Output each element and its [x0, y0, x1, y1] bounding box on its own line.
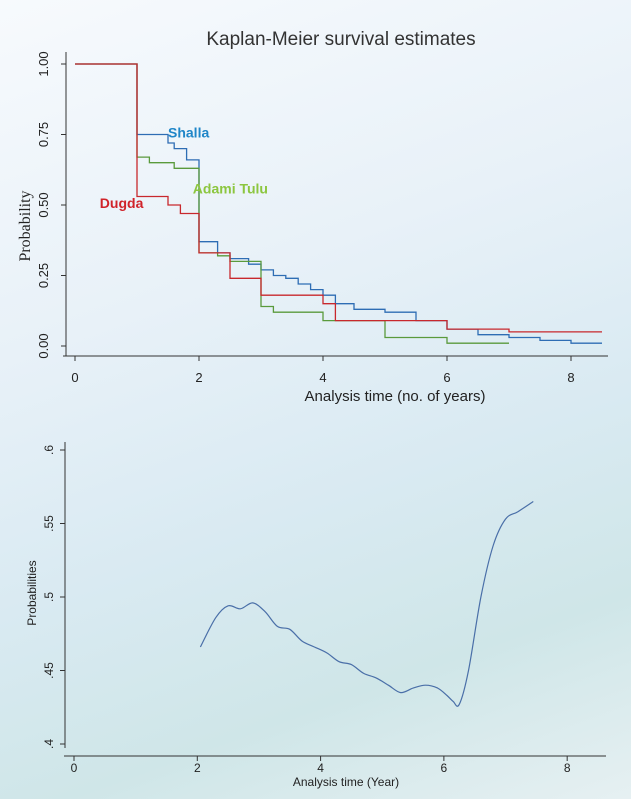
x-tick-label: 6	[441, 761, 448, 775]
x-tick-label: 8	[564, 761, 571, 775]
chart-title: Kaplan-Meier survival estimates	[206, 29, 475, 50]
x-tick-label: 2	[194, 761, 201, 775]
y-tick-label: 0.25	[36, 263, 51, 288]
series-label-shalla: Shalla	[168, 124, 209, 140]
series-label-adami-tulu: Adami Tulu	[193, 181, 268, 197]
y-tick-label: .55	[42, 515, 56, 532]
axes: 0.00 0.25 0.50 0.75 1.00 0 2 4 6 8	[36, 51, 608, 385]
y-tick-label: 1.00	[36, 51, 51, 76]
y-tick-label: .4	[42, 739, 56, 749]
y-tick-label: .45	[42, 662, 56, 679]
x-tick-label: 0	[71, 370, 78, 385]
km-survival-chart: Kaplan-Meier survival estimates Probabil…	[17, 29, 608, 405]
y-tick-label: .6	[42, 445, 56, 455]
series-lines	[199, 500, 534, 707]
series-line-shalla	[75, 63, 602, 344]
x-tick-label: 4	[319, 370, 326, 385]
series-label-dugda: Dugda	[100, 195, 144, 211]
series-line-dugda	[75, 63, 602, 333]
probability-line-chart: Probabilities Analysis time (Year) .4 .45…	[25, 442, 606, 789]
x-tick-label: 4	[317, 761, 324, 775]
axes: .4 .45 .5 .55 .6 0 2 4 6 8	[42, 442, 606, 775]
y-tick-label: .5	[42, 592, 56, 602]
series-lines	[75, 63, 602, 344]
y-axis-label: Probability	[17, 190, 34, 261]
y-tick-label: 0.00	[36, 333, 51, 358]
x-axis-label: Analysis time (no. of years)	[305, 388, 486, 405]
x-tick-label: 6	[443, 370, 450, 385]
x-axis-label: Analysis time (Year)	[293, 775, 399, 789]
x-tick-label: 8	[567, 370, 574, 385]
y-tick-label: 0.75	[36, 122, 51, 147]
series-line-probability	[199, 500, 534, 707]
y-tick-label: 0.50	[36, 192, 51, 217]
x-tick-label: 2	[195, 370, 202, 385]
y-axis-label: Probabilities	[25, 560, 39, 625]
x-tick-label: 0	[71, 761, 78, 775]
series-labels: Shalla Adami Tulu Dugda	[100, 124, 268, 211]
